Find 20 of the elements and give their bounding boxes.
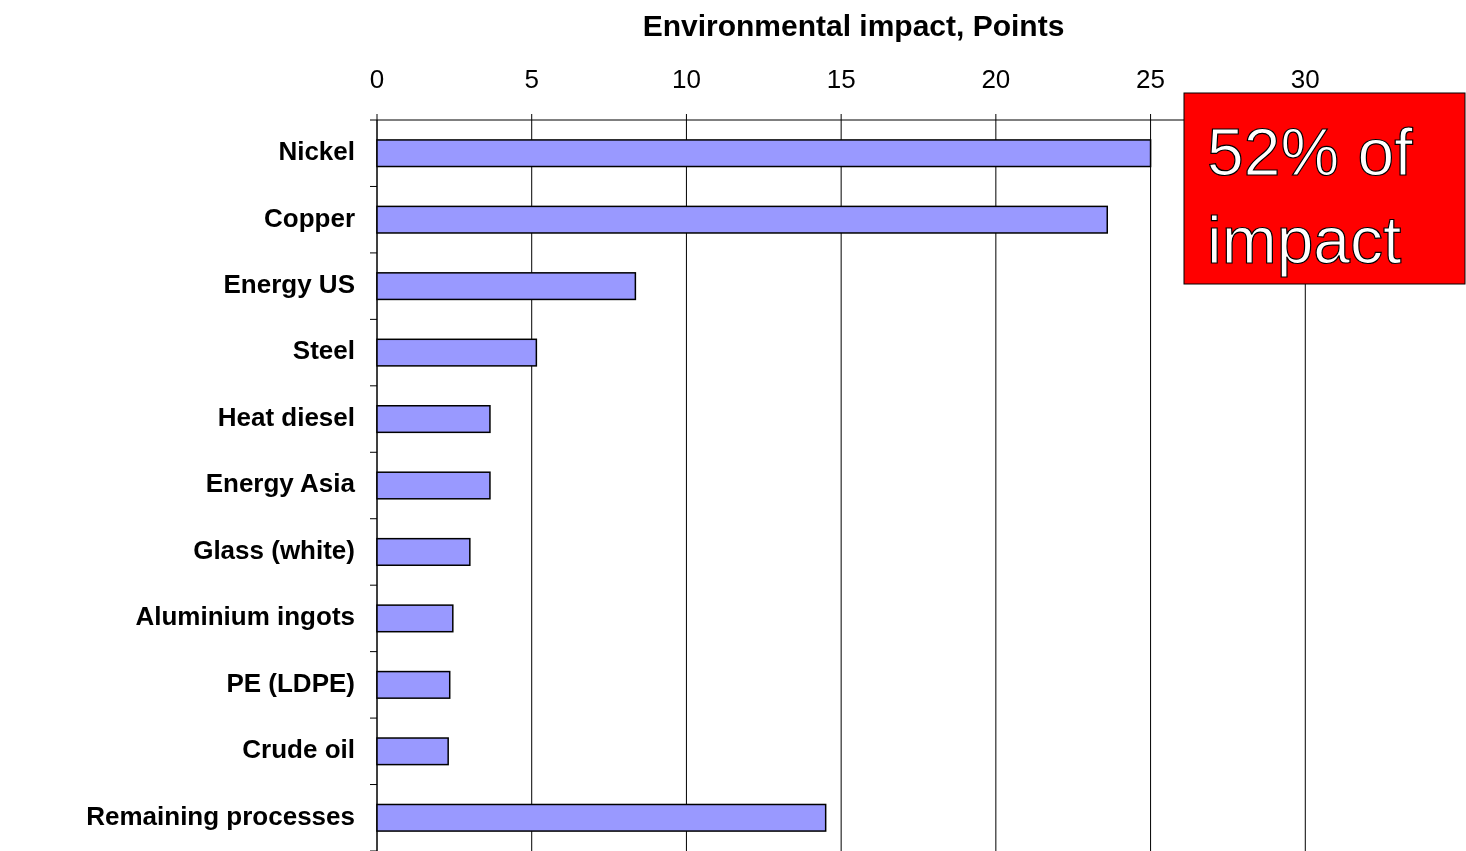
y-tick-label: Nickel bbox=[278, 136, 355, 167]
y-tick-label: PE (LDPE) bbox=[226, 667, 355, 698]
y-tick-label: Copper bbox=[264, 202, 355, 233]
annotation: 52% of impact bbox=[1207, 115, 1414, 277]
y-tick-label: Crude oil bbox=[242, 734, 355, 765]
x-tick-label: 15 bbox=[826, 64, 856, 94]
y-tick-label: Glass (white) bbox=[193, 534, 355, 565]
x-tick-label: 30 bbox=[1290, 64, 1320, 94]
x-tick-label: 20 bbox=[981, 64, 1011, 94]
x-axis-title: Environmental impact, Points bbox=[642, 9, 1065, 42]
y-tick-label: Energy US bbox=[223, 269, 355, 300]
y-tick-label: Remaining processes bbox=[86, 800, 355, 831]
y-tick-label: Steel bbox=[292, 335, 355, 366]
x-tick-label: 25 bbox=[1136, 64, 1166, 94]
x-tick-label: 5 bbox=[524, 64, 539, 94]
x-tick-label: 0 bbox=[369, 64, 385, 94]
y-tick-label: Aluminium ingots bbox=[135, 601, 355, 632]
x-tick-label: 10 bbox=[671, 64, 701, 94]
y-tick-label: Energy Asia bbox=[205, 468, 356, 499]
y-tick-label: Heat diesel bbox=[217, 401, 355, 432]
